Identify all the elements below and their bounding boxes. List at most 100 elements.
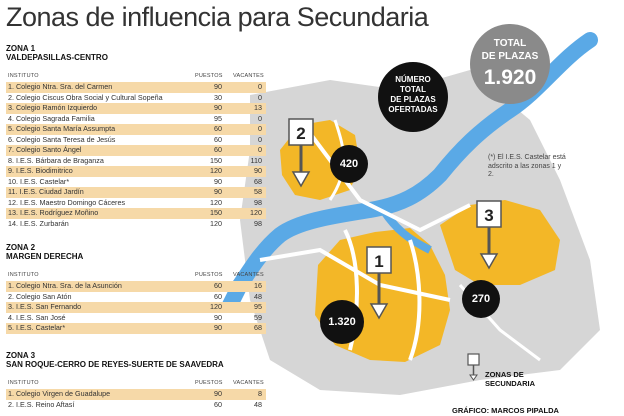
school-name: 2. Colegio Ciscus Obra Social y Cultural…: [8, 92, 163, 102]
zone-2-marker: 2: [288, 118, 314, 188]
col-vacantes: VACANTES: [233, 73, 264, 79]
vacantes-value: 48: [254, 291, 262, 301]
puestos-value: 120: [210, 166, 222, 175]
zone-2-heading-text: ZONA 2 MARGEN DERECHA: [6, 243, 84, 261]
vacantes-value: 0: [258, 134, 262, 144]
table-row: 8. I.E.S. Bárbara de Braganza 150 110: [6, 156, 266, 167]
road: [259, 247, 451, 302]
puestos-value: 90: [214, 323, 222, 332]
zone-2-marker-number: 2: [296, 124, 305, 143]
puestos-value: 90: [214, 176, 222, 186]
table-row: 12. I.E.S. Maestro Domingo Cáceres 120 98: [6, 198, 266, 209]
school-name: 10. I.E.S. Castelar*: [8, 176, 70, 186]
zone-3-area: [440, 200, 560, 285]
zone-3-heading: ZONA 3 SAN ROQUE-CERRO DE REYES-SUERTE D…: [6, 351, 224, 369]
puestos-value: 90: [214, 103, 222, 112]
table-row: 14. I.E.S. Zurbarán 120 98: [6, 219, 266, 230]
puestos-value: 60: [214, 134, 222, 144]
col-instituto: INSTITUTO: [8, 272, 39, 278]
zone-3-count: 270: [462, 280, 500, 318]
vacantes-value: 0: [258, 145, 262, 154]
school-name: 9. I.E.S. Biodimitrico: [8, 166, 73, 175]
legend-marker-icon: [467, 353, 480, 381]
col-instituto: INSTITUTO: [8, 380, 39, 386]
zone-1-count: 1.320: [320, 300, 364, 344]
school-name: 7. Colegio Santo Ángel: [8, 145, 82, 154]
vacantes-value: 58: [254, 187, 262, 196]
puestos-value: 90: [214, 312, 222, 322]
vacantes-value: 110: [250, 155, 262, 165]
table-row: 2. I.E.S. Reino Aftasí 60 48: [6, 400, 266, 411]
col-puestos: PUESTOS: [195, 380, 223, 386]
table-row: 13. I.E.S. Rodríguez Moñino 150 120: [6, 208, 266, 219]
table-row: 10. I.E.S. Castelar* 90 68: [6, 177, 266, 188]
school-name: 2. I.E.S. Reino Aftasí: [8, 399, 75, 409]
school-name: 5. Colegio Santa María Assumpta: [8, 124, 116, 133]
vacantes-value: 48: [254, 399, 262, 409]
col-puestos: PUESTOS: [195, 272, 223, 278]
puestos-value: 120: [210, 218, 222, 228]
puestos-value: 60: [214, 399, 222, 409]
zone-3-marker-number: 3: [484, 206, 493, 225]
numero-line2: TOTAL: [400, 85, 426, 94]
zone-2-count: 420: [330, 145, 368, 183]
school-name: 14. I.E.S. Zurbarán: [8, 218, 69, 228]
zone-1-marker: 1: [366, 246, 392, 320]
school-name: 4. Colegio Sagrada Familia: [8, 113, 95, 123]
zone-1-table: 1. Colegio Ntra. Sra. del Carmen 90 0 2. Co…: [6, 82, 266, 229]
table-row: 2. Colegio San Atón 60 48: [6, 292, 266, 303]
puestos-value: 120: [210, 197, 222, 207]
vacantes-value: 59: [254, 312, 262, 322]
school-name: 3. Colegio Ramón Izquierdo: [8, 103, 98, 112]
zone-3-marker: 3: [476, 200, 502, 270]
vacantes-value: 0: [258, 113, 262, 123]
total-plazas-badge: TOTAL DE PLAZAS 1.920: [470, 24, 550, 104]
table-row: 2. Colegio Ciscus Obra Social y Cultural…: [6, 93, 266, 104]
puestos-value: 90: [214, 82, 222, 91]
numero-total-legend: NÚMERO TOTAL DE PLAZAS OFERTADAS: [378, 62, 448, 132]
numero-line1: NÚMERO: [395, 75, 431, 84]
puestos-value: 30: [214, 92, 222, 102]
table-row: 1. Colegio Ntra. Sra. del Carmen 90 0: [6, 82, 266, 93]
vacantes-value: 0: [258, 82, 262, 91]
vacantes-value: 68: [254, 323, 262, 332]
col-vacantes: VACANTES: [233, 380, 264, 386]
puestos-value: 90: [214, 187, 222, 196]
table-row: 4. I.E.S. San José 90 59: [6, 313, 266, 324]
school-name: 5. I.E.S. Castelar*: [8, 323, 66, 332]
vacantes-value: 16: [254, 281, 262, 290]
puestos-value: 95: [214, 113, 222, 123]
puestos-value: 90: [214, 389, 222, 398]
numero-line3: DE PLAZAS: [390, 95, 436, 104]
legend-label: ZONAS DE SECUNDARIA: [485, 370, 536, 388]
page-title: Zonas de influencia para Secundaria: [6, 2, 429, 32]
vacantes-value: 68: [254, 176, 262, 186]
puestos-value: 60: [214, 291, 222, 301]
school-name: 1. Colegio Ntra. Sra. de la Asunción: [8, 281, 122, 290]
vacantes-value: 0: [258, 124, 262, 133]
vacantes-value: 98: [254, 218, 262, 228]
zone-1-heading-text: ZONA 1 VALDEPASILLAS-CENTRO: [6, 44, 108, 62]
table-row: 7. Colegio Santo Ángel 60 0: [6, 145, 266, 156]
puestos-value: 60: [214, 145, 222, 154]
school-name: 3. I.E.S. San Fernando: [8, 302, 82, 311]
puestos-value: 60: [214, 124, 222, 133]
table-row: 3. Colegio Ramón Izquierdo 90 13: [6, 103, 266, 114]
table-row: 6. Colegio Santa Teresa de Jesús 60 0: [6, 135, 266, 146]
total-line1: TOTAL: [493, 38, 527, 49]
col-puestos: PUESTOS: [195, 73, 223, 79]
puestos-value: 120: [210, 302, 222, 311]
vacantes-value: 0: [258, 92, 262, 102]
vacantes-value: 90: [254, 166, 262, 175]
zone-2-table: 1. Colegio Ntra. Sra. de la Asunción 60 16…: [6, 281, 266, 334]
school-name: 6. Colegio Santa Teresa de Jesús: [8, 134, 116, 144]
table-row: 9. I.E.S. Biodimitrico 120 90: [6, 166, 266, 177]
table-row: 5. Colegio Santa María Assumpta 60 0: [6, 124, 266, 135]
puestos-value: 150: [210, 155, 222, 165]
school-name: 13. I.E.S. Rodríguez Moñino: [8, 208, 99, 217]
school-name: 1. Colegio Virgen de Guadalupe: [8, 389, 111, 398]
graphic-credit: GRÁFICO: MARCOS PIPALDA: [452, 406, 559, 415]
school-name: 1. Colegio Ntra. Sra. del Carmen: [8, 82, 113, 91]
vacantes-value: 8: [258, 389, 262, 398]
total-value: 1.920: [483, 66, 537, 89]
